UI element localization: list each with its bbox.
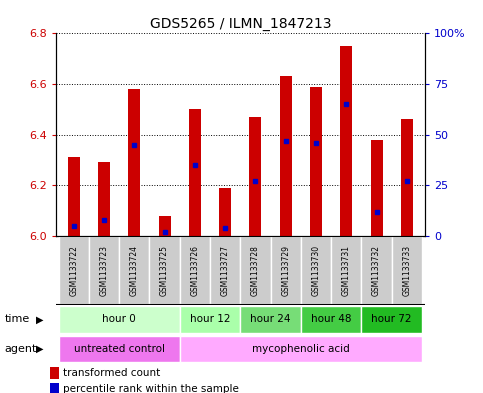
Bar xyxy=(241,237,270,304)
Text: GSM1133726: GSM1133726 xyxy=(190,245,199,296)
Bar xyxy=(98,162,110,236)
Text: untreated control: untreated control xyxy=(73,344,165,354)
Text: time: time xyxy=(5,314,30,324)
Bar xyxy=(158,216,170,236)
Bar xyxy=(219,188,231,236)
Title: GDS5265 / ILMN_1847213: GDS5265 / ILMN_1847213 xyxy=(150,17,331,31)
Bar xyxy=(180,237,210,304)
Text: GSM1133723: GSM1133723 xyxy=(99,245,109,296)
Bar xyxy=(119,237,149,304)
Bar xyxy=(270,237,301,304)
Text: percentile rank within the sample: percentile rank within the sample xyxy=(63,384,239,393)
Text: GSM1133722: GSM1133722 xyxy=(69,245,78,296)
Text: GSM1133725: GSM1133725 xyxy=(160,245,169,296)
Bar xyxy=(340,46,353,236)
Bar xyxy=(241,306,301,332)
Bar xyxy=(210,237,241,304)
Bar xyxy=(361,306,422,332)
Text: GSM1133732: GSM1133732 xyxy=(372,245,381,296)
Bar xyxy=(180,336,422,362)
Bar xyxy=(89,237,119,304)
Text: hour 12: hour 12 xyxy=(190,314,230,324)
Text: ▶: ▶ xyxy=(36,314,43,324)
Bar xyxy=(370,140,383,236)
Bar xyxy=(58,237,89,304)
Bar xyxy=(128,89,141,236)
Text: mycophenolic acid: mycophenolic acid xyxy=(252,344,350,354)
Bar xyxy=(149,237,180,304)
Bar xyxy=(401,119,413,236)
Bar xyxy=(301,306,361,332)
Text: GSM1133730: GSM1133730 xyxy=(312,244,321,296)
Text: ▶: ▶ xyxy=(36,344,43,354)
Text: hour 48: hour 48 xyxy=(311,314,352,324)
Bar xyxy=(310,86,322,236)
Bar xyxy=(50,382,59,393)
Text: hour 0: hour 0 xyxy=(102,314,136,324)
Bar xyxy=(249,117,261,236)
Text: transformed count: transformed count xyxy=(63,368,160,378)
Bar xyxy=(58,306,180,332)
Text: GSM1133727: GSM1133727 xyxy=(221,245,229,296)
Text: GSM1133724: GSM1133724 xyxy=(130,245,139,296)
Bar xyxy=(392,237,422,304)
Bar xyxy=(189,109,201,236)
Bar xyxy=(50,367,59,378)
Text: GSM1133728: GSM1133728 xyxy=(251,245,260,296)
Bar xyxy=(280,76,292,236)
Text: hour 24: hour 24 xyxy=(250,314,291,324)
Bar xyxy=(68,157,80,236)
Bar xyxy=(361,237,392,304)
Bar xyxy=(331,237,361,304)
Text: GSM1133729: GSM1133729 xyxy=(281,245,290,296)
Bar xyxy=(180,306,241,332)
Bar xyxy=(301,237,331,304)
Text: hour 72: hour 72 xyxy=(371,314,412,324)
Text: GSM1133733: GSM1133733 xyxy=(402,244,412,296)
Text: agent: agent xyxy=(5,344,37,354)
Bar xyxy=(58,336,180,362)
Text: GSM1133731: GSM1133731 xyxy=(342,245,351,296)
